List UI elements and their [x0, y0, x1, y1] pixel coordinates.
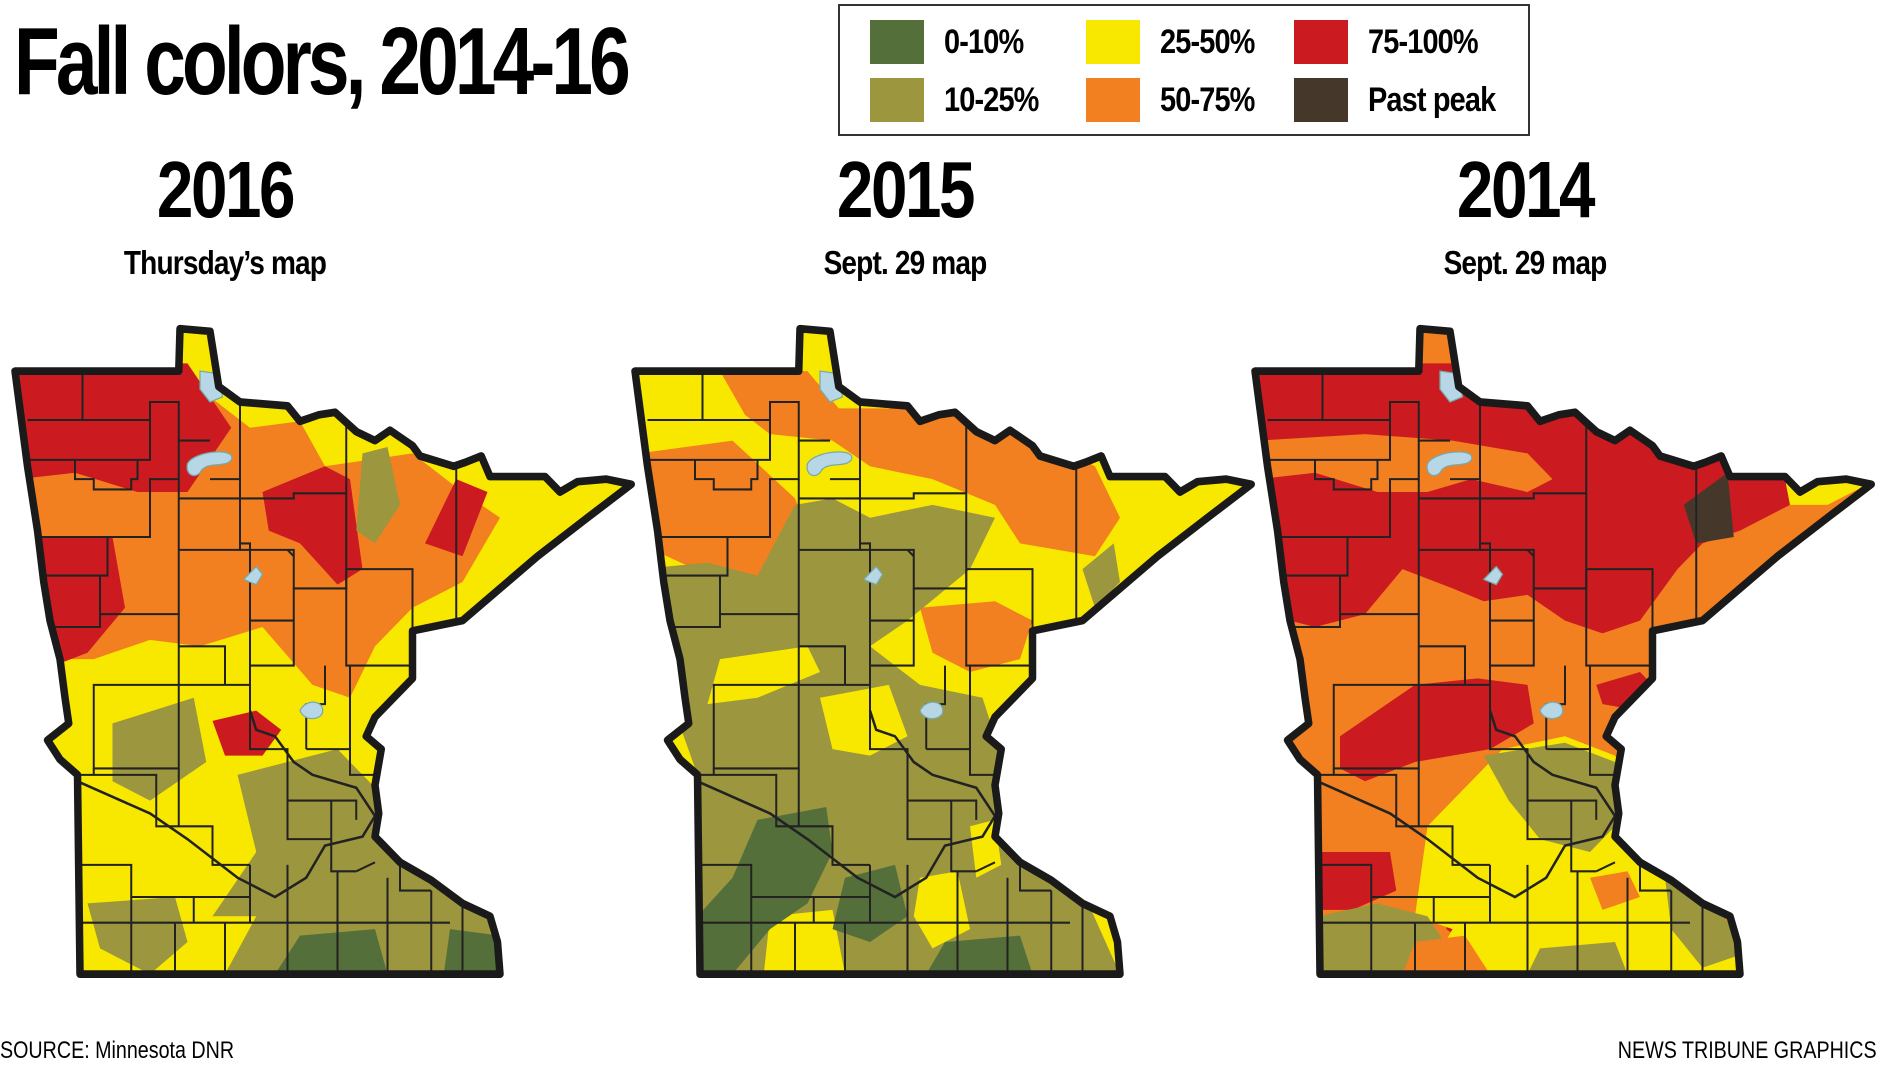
- legend-item-50-75: 50-75%: [1086, 78, 1271, 122]
- legend-item-75-100: 75-100%: [1294, 20, 1497, 64]
- legend-label: 10-25%: [944, 80, 1039, 119]
- legend-label: 50-75%: [1160, 80, 1255, 119]
- legend-label: Past peak: [1368, 80, 1496, 119]
- legend-item-10-25: 10-25%: [870, 78, 1055, 122]
- map-subtitle: Sept. 29 map: [1443, 244, 1608, 281]
- legend-label: 25-50%: [1160, 22, 1255, 61]
- legend-label: 75-100%: [1368, 22, 1479, 61]
- map-2016: [0, 312, 650, 1032]
- swatch-10-25: [870, 78, 924, 122]
- heading-2015: 2015 Sept. 29 map: [705, 150, 1105, 282]
- heading-2016: 2016 Thursday’s map: [25, 150, 425, 282]
- year-label: 2015: [836, 145, 976, 234]
- swatch-0-10: [870, 20, 924, 64]
- map-2015: [620, 312, 1270, 1032]
- legend-item-past-peak: Past peak: [1294, 78, 1518, 122]
- heading-2014: 2014 Sept. 29 map: [1325, 150, 1725, 282]
- map-subtitle: Thursday’s map: [123, 244, 327, 281]
- source-credit: SOURCE: Minnesota DNR: [0, 1037, 235, 1064]
- legend: 0-10% 10-25% 25-50% 50-75% 75-100% Past …: [838, 4, 1530, 136]
- swatch-past-peak: [1294, 78, 1348, 122]
- legend-item-25-50: 25-50%: [1086, 20, 1271, 64]
- graphics-credit: NEWS TRIBUNE GRAPHICS: [1618, 1037, 1877, 1064]
- legend-label: 0-10%: [944, 22, 1024, 61]
- page-title: Fall colors, 2014-16: [14, 8, 631, 115]
- year-label: 2014: [1456, 145, 1596, 234]
- swatch-50-75: [1086, 78, 1140, 122]
- map-2014: [1240, 312, 1890, 1032]
- legend-item-0-10: 0-10%: [870, 20, 1037, 64]
- year-label: 2016: [156, 145, 296, 234]
- swatch-75-100: [1294, 20, 1348, 64]
- swatch-25-50: [1086, 20, 1140, 64]
- map-subtitle: Sept. 29 map: [823, 244, 988, 281]
